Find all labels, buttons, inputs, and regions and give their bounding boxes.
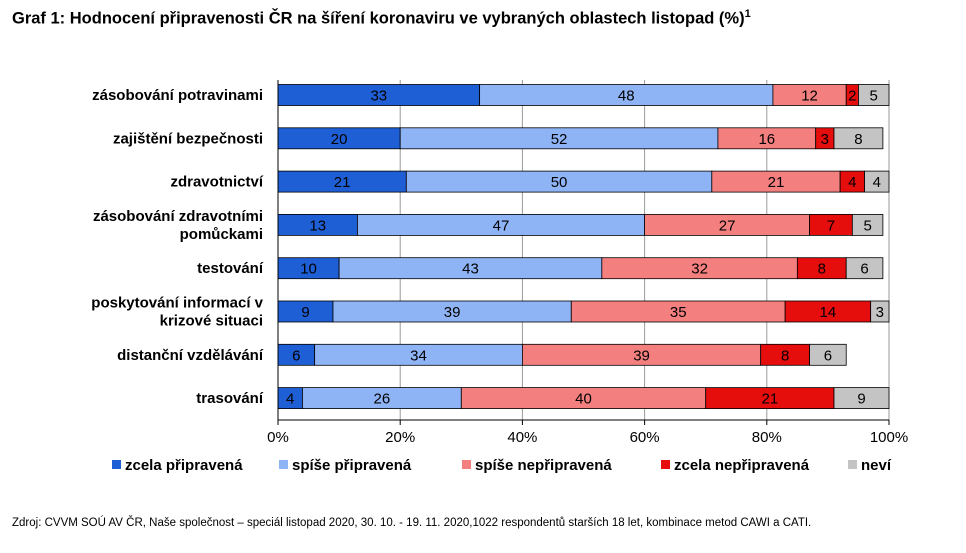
bar-value-label: 9 — [301, 304, 309, 321]
legend-swatch — [279, 460, 288, 469]
bar-segment — [833, 387, 890, 410]
legend-label: spíše nepřipravená — [475, 457, 612, 474]
bar-value-label: 8 — [818, 261, 826, 278]
chart-title: Graf 1: Hodnocení připravenosti ČR na ší… — [12, 8, 751, 29]
bar-segment — [833, 127, 884, 150]
bar-value-label: 8 — [854, 131, 862, 148]
bar-value-label: 12 — [801, 88, 818, 105]
bar-value-label: 3 — [876, 304, 884, 321]
category-label: zdravotnictví — [170, 174, 263, 191]
bar-value-label: 34 — [410, 347, 427, 364]
x-tick-label: 0% — [267, 429, 289, 446]
bar-value-label: 21 — [334, 174, 351, 191]
bar-value-label: 40 — [575, 391, 592, 408]
legend-swatch — [848, 460, 857, 469]
bar-value-label: 32 — [691, 261, 708, 278]
bar-value-label: 4 — [848, 174, 856, 191]
bar-value-label: 33 — [370, 88, 387, 105]
category-label: poskytování informací v krizové situaci — [91, 295, 263, 330]
bar-value-label: 21 — [762, 391, 779, 408]
x-tick-label: 20% — [385, 429, 415, 446]
x-tick-label: 60% — [630, 429, 660, 446]
chart-title-superscript: 1 — [744, 8, 751, 20]
bar-value-label: 9 — [857, 391, 865, 408]
category-label: testování — [197, 260, 264, 277]
bar-value-label: 39 — [444, 304, 461, 321]
x-tick-label: 100% — [870, 429, 908, 446]
bar-value-label: 27 — [719, 217, 736, 234]
category-label: zajištění bezpečnosti — [113, 130, 263, 147]
bars-layer: 33 48 12 2 520 52 16 3 821 50 21 4 413 47 27 7 510 43 32 8 6… — [277, 84, 890, 410]
category-labels: zásobování potravinami zajištění bezpečno… — [91, 87, 264, 407]
legend-swatch — [462, 460, 471, 469]
legend-label: zcela připravená — [125, 457, 243, 474]
chart-title-text: Graf 1: Hodnocení připravenosti ČR na ší… — [12, 9, 745, 28]
bar-segment — [809, 343, 847, 366]
bar-value-label: 20 — [331, 131, 348, 148]
bar-value-label: 35 — [670, 304, 687, 321]
bar-value-label: 47 — [493, 217, 510, 234]
bar-value-label: 4 — [873, 174, 881, 191]
bar-value-label: 5 — [870, 88, 878, 105]
bar-value-label: 43 — [462, 261, 479, 278]
bar-value-label: 10 — [300, 261, 317, 278]
bar-value-label: 48 — [618, 88, 635, 105]
bar-value-label: 7 — [827, 217, 835, 234]
bar-value-label: 4 — [286, 391, 294, 408]
category-label: trasování — [196, 390, 264, 407]
legend: zcela připravená spíše připravená spíše ne… — [112, 457, 892, 474]
bar-value-label: 50 — [551, 174, 568, 191]
bar-segment — [864, 170, 890, 193]
bar-segment — [845, 257, 884, 280]
source-note: Zdroj: CVVM SOÚ AV ČR, Naše společnost –… — [12, 517, 812, 529]
x-tick-label: 40% — [507, 429, 537, 446]
category-label: distanční vzdělávání — [117, 347, 264, 364]
bar-value-label: 6 — [292, 347, 300, 364]
bar-segment — [870, 300, 890, 323]
category-label: zásobování potravinami — [92, 87, 263, 104]
bar-value-label: 16 — [758, 131, 775, 148]
bar-value-label: 52 — [551, 131, 568, 148]
bar-value-label: 14 — [820, 304, 837, 321]
x-tick-label: 80% — [752, 429, 782, 446]
x-axis: 0% 20% 40% 60% 80% 100% — [267, 80, 908, 446]
bar-value-label: 21 — [768, 174, 785, 191]
bar-value-label: 39 — [633, 347, 650, 364]
category-label: zásobování zdravotními pomůckami — [93, 208, 263, 243]
legend-label: neví — [861, 457, 892, 474]
bar-value-label: 6 — [860, 261, 868, 278]
legend-swatch — [661, 460, 670, 469]
bar-value-label: 5 — [863, 217, 871, 234]
bar-segment — [851, 213, 884, 236]
bar-value-label: 8 — [781, 347, 789, 364]
bar-value-label: 3 — [821, 131, 829, 148]
bar-value-label: 13 — [309, 217, 326, 234]
legend-swatch — [112, 460, 121, 469]
legend-label: spíše připravená — [292, 457, 412, 474]
bar-value-label: 6 — [824, 347, 832, 364]
bar-segment — [858, 84, 890, 106]
bar-value-label: 2 — [848, 88, 856, 105]
bar-value-label: 26 — [374, 391, 391, 408]
legend-label: zcela nepřipravená — [674, 457, 810, 474]
